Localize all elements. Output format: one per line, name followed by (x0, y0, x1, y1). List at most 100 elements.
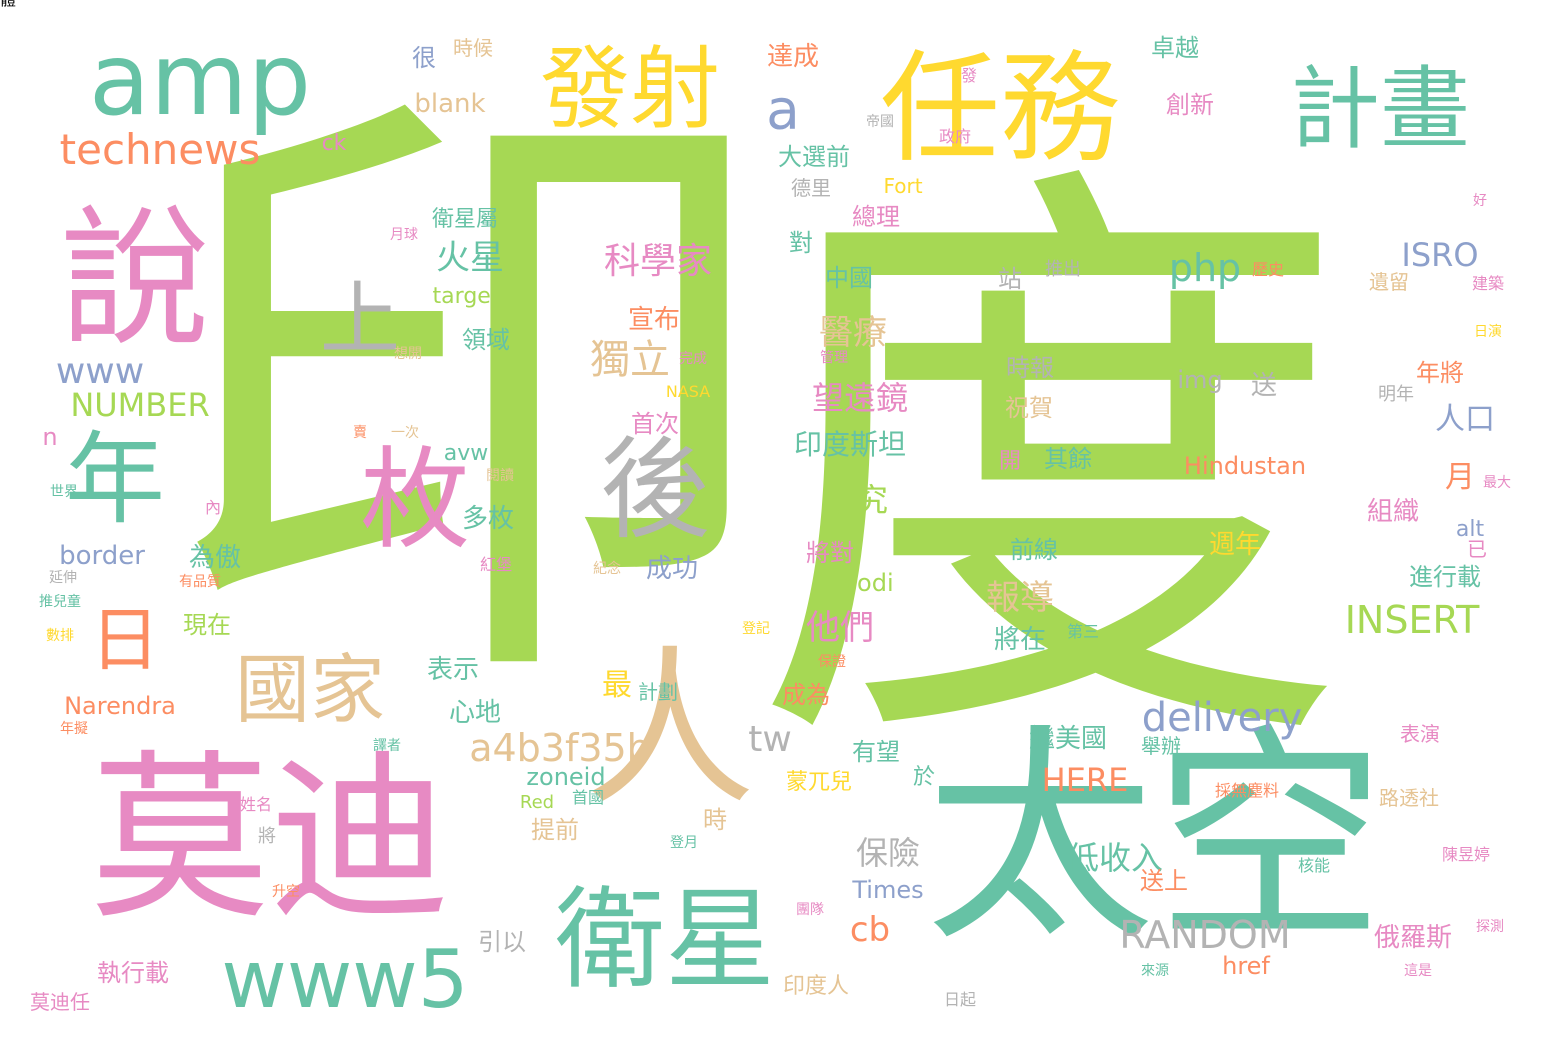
cloud-word: 後 (600, 426, 710, 554)
cloud-word: 日演 (1474, 324, 1502, 340)
cloud-word: 想開 (394, 346, 422, 362)
cloud-word: 最 (602, 668, 632, 703)
cloud-word: 送 (1250, 371, 1278, 401)
cloud-word: 低收入 (1066, 839, 1164, 877)
cloud-word: 報導 (986, 578, 1054, 618)
cloud-word: img (1177, 366, 1223, 394)
cloud-word: 宣布 (627, 305, 681, 335)
cloud-word: 軟體 (0, 0, 16, 8)
cloud-word: 印度斯坦 (793, 428, 907, 461)
cloud-word: 將 (258, 826, 276, 847)
cloud-word: 團隊 (796, 902, 824, 918)
cloud-word: 採無塵料 (1214, 781, 1280, 800)
cloud-word: 探測 (1476, 919, 1504, 935)
cloud-word: 建築 (1471, 274, 1505, 293)
cloud-word: 引以 (478, 928, 526, 956)
cloud-word: 譯者 (373, 738, 401, 754)
cloud-word: 時報 (1006, 354, 1054, 382)
cloud-word: Red (519, 792, 555, 813)
cloud-word: a (766, 77, 800, 142)
cloud-word: Times (852, 876, 924, 904)
cloud-word: 創新 (1166, 91, 1214, 119)
cloud-word: 上 (320, 273, 400, 366)
cloud-word: 醫療 (819, 313, 887, 353)
cloud-word: 內 (204, 498, 222, 517)
cloud-word: 姓名 (239, 795, 273, 814)
cloud-word: 太空 (924, 706, 1386, 973)
cloud-word: 好 (1473, 193, 1487, 209)
cloud-word: 衛星屬 (431, 207, 499, 232)
cloud-word: 站 (998, 265, 1022, 293)
cloud-word: 推出 (1045, 259, 1081, 280)
cloud-word: 政府 (938, 127, 972, 146)
cloud-word: tw (748, 719, 792, 760)
cloud-word: 衛星 (555, 876, 775, 1004)
cloud-word: 保險 (855, 834, 921, 872)
cloud-word: 進行載 (1409, 563, 1481, 591)
cloud-word: Narendra (64, 692, 176, 720)
cloud-word: 月球 (390, 227, 418, 243)
cloud-word: 說 (59, 193, 211, 367)
cloud-word: 成功 (645, 554, 699, 584)
cloud-word: 印 (160, 39, 780, 760)
cloud-word: 研究 (823, 481, 889, 519)
cloud-word: 已 (1467, 537, 1487, 561)
cloud-word: 世界 (50, 484, 78, 500)
cloud-word: 開 (998, 449, 1022, 474)
cloud-word: 表演 (1400, 722, 1440, 746)
cloud-word: 對 (789, 229, 813, 257)
cloud-word: 首次 (631, 410, 679, 438)
cloud-word: 年擬 (60, 721, 88, 737)
cloud-word: ISRO (1401, 236, 1479, 274)
cloud-word: 舉辦 (1141, 734, 1181, 758)
cloud-word: amp (88, 21, 312, 138)
cloud-word: 日 (90, 599, 160, 681)
cloud-word: a4b3f35b (469, 726, 651, 770)
cloud-word: NUMBER (70, 386, 210, 424)
cloud-word: 於 (912, 765, 936, 790)
cloud-word: delivery (1141, 695, 1303, 741)
cloud-word: 將對 (806, 539, 854, 567)
cloud-word: 核能 (1297, 856, 1331, 875)
cloud-word: zoneid (526, 763, 606, 791)
cloud-word: 最大 (1483, 475, 1511, 491)
cloud-word: 計劃 (638, 680, 678, 704)
cloud-word: 來源 (1141, 963, 1169, 979)
cloud-word: 祝賀 (1005, 394, 1053, 422)
cloud-word: 年 (65, 421, 165, 538)
cloud-word: 蒙兀兒 (785, 770, 853, 795)
cloud-word: 火星 (436, 238, 504, 278)
cloud-word: 為傲 (188, 543, 242, 573)
cloud-word: Modi (836, 569, 894, 597)
cloud-word: 他們 (806, 608, 874, 648)
cloud-word: 升空 (272, 884, 300, 900)
cloud-word: 保證 (818, 654, 846, 670)
cloud-word: 獨立 (590, 337, 670, 383)
cloud-word: 其餘 (1044, 445, 1092, 473)
cloud-word: 國家 (234, 645, 386, 734)
cloud-word: 達成 (766, 42, 820, 72)
cloud-word: 週年 (1208, 530, 1262, 560)
cloud-word: 有望 (852, 738, 900, 766)
cloud-word: 俄羅斯 (1373, 923, 1453, 953)
cloud-word: 首國 (571, 788, 605, 807)
cloud-word: 莫迪 (89, 735, 451, 944)
cloud-word: 中國 (825, 264, 873, 292)
cloud-word: 紀念 (593, 561, 621, 577)
cloud-word: 管理 (820, 350, 848, 366)
cloud-word: 度 (750, 120, 1350, 819)
cloud-word: 發 (960, 66, 978, 85)
cloud-word: 望遠鏡 (811, 379, 909, 417)
cloud-word: www5 (221, 933, 469, 1026)
cloud-word: 繼美國 (1028, 724, 1108, 754)
cloud-word: 這是 (1404, 963, 1432, 979)
cloud-word: cb (849, 910, 891, 950)
cloud-word: 登月 (670, 835, 698, 851)
cloud-word: 任務 (880, 40, 1120, 179)
cloud-word: ck (321, 131, 347, 156)
cloud-word: 大選前 (778, 143, 850, 171)
cloud-word: src (879, 231, 907, 252)
cloud-word: 德里 (791, 176, 831, 200)
cloud-word: border (59, 541, 145, 571)
cloud-word: blank (414, 89, 486, 119)
